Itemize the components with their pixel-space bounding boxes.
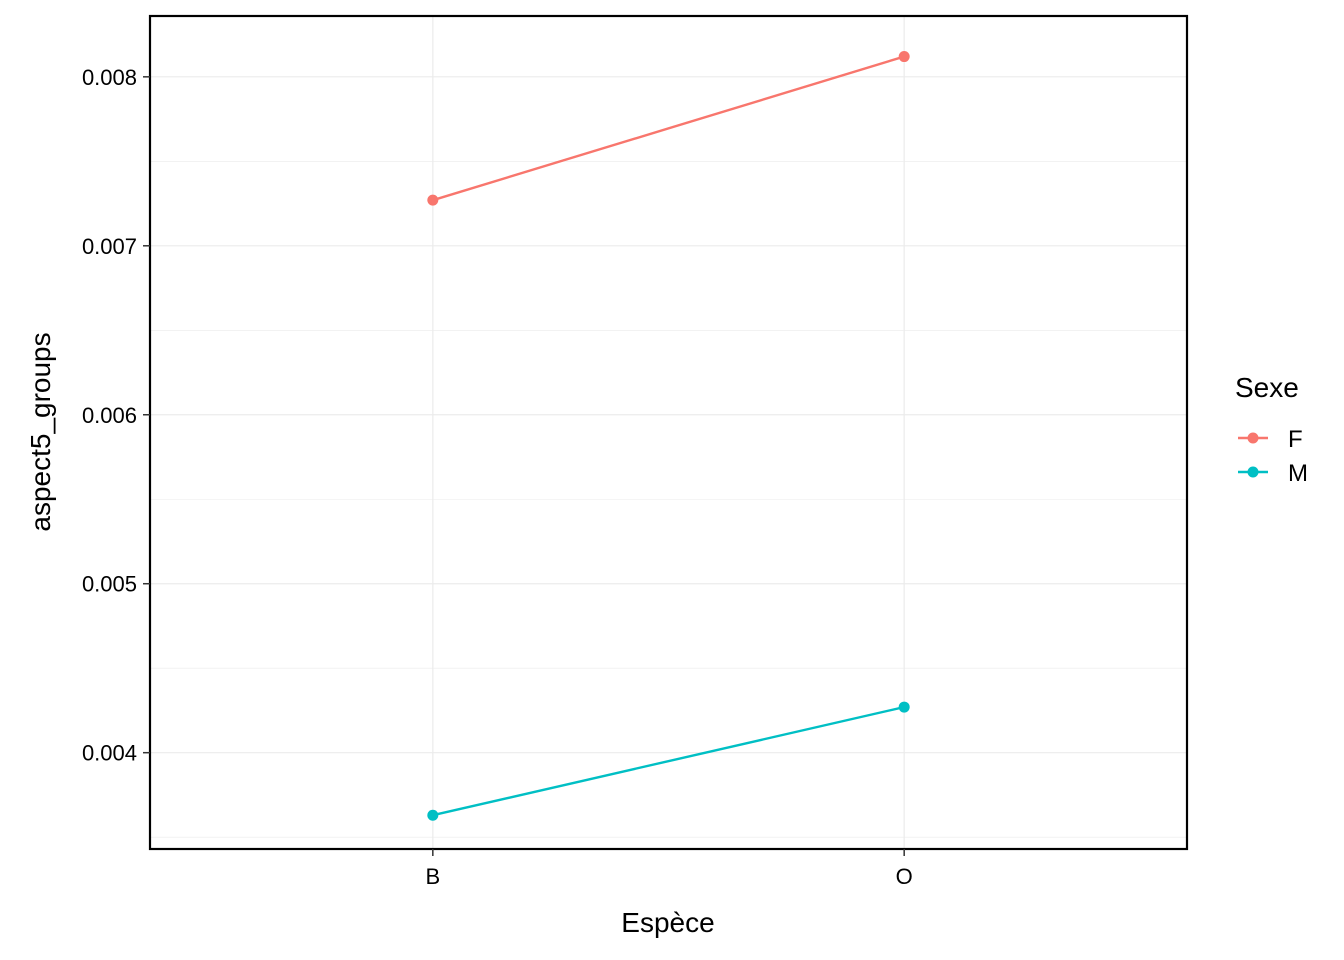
x-tick-label: O [896,864,913,889]
y-axis-title: aspect5_groups [25,332,56,531]
x-tick-label: B [425,864,440,889]
series-line-M [432,705,905,817]
y-tick-label: 0.007 [82,234,137,259]
x-axis-title: Espèce [621,907,714,938]
y-tick-label: 0.005 [82,572,137,597]
y-tick-label: 0.006 [82,403,137,428]
legend-items: FM [1238,426,1308,487]
major-gridlines [150,16,1187,849]
legend-key-point-M [1247,466,1259,478]
y-tick-label: 0.004 [82,741,137,766]
data-point-M [427,809,439,821]
data-point-M [898,701,910,713]
plot-panel-border [148,14,1189,851]
y-axis: 0.004 0.005 0.006 0.007 0.008 [82,65,150,766]
series-line-F [432,55,905,202]
legend-label-F: F [1288,426,1303,453]
data-point-F [427,194,439,206]
minor-gridlines [150,161,1187,838]
legend-title: Sexe [1235,372,1299,403]
legend: Sexe FM [1235,372,1308,487]
data-point-F [898,51,910,63]
y-tick-label: 0.008 [82,65,137,90]
legend-label-M: M [1288,460,1308,487]
legend-key-point-F [1247,432,1259,444]
series-layer [427,51,910,821]
